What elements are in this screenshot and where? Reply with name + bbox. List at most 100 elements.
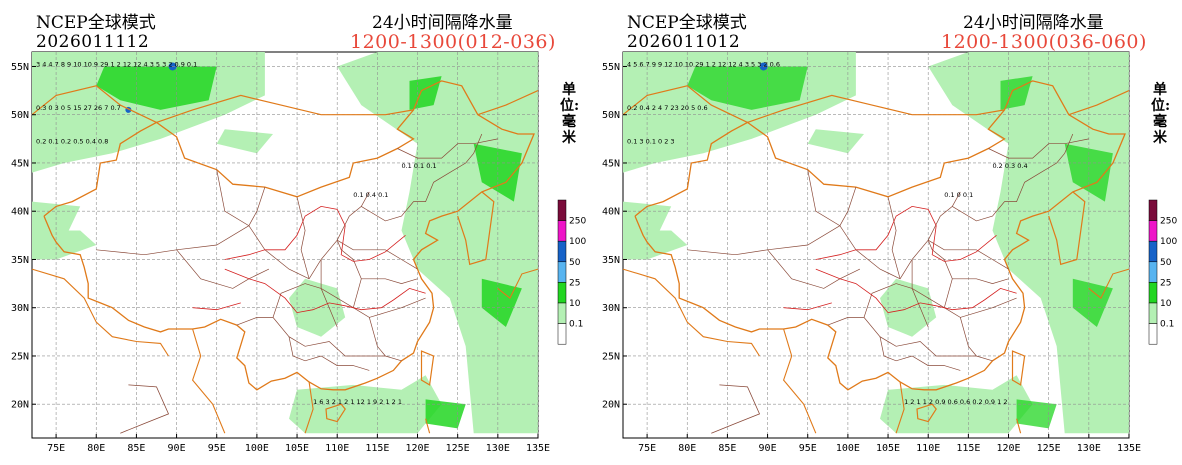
precip-heavy-area xyxy=(481,278,522,327)
lon-tick-label: 80E xyxy=(87,443,105,454)
province-border xyxy=(320,259,338,328)
lat-tick-label: 50N xyxy=(602,110,620,121)
province-border xyxy=(337,239,418,270)
country-border xyxy=(1068,90,1130,116)
forecast-period: 1200-1300(036-060) xyxy=(941,31,1147,53)
precip-value-label: 0.3 0 3 0 5 15 27 26 7 0.7 xyxy=(36,104,121,112)
precip-value-label: 0.1 3 0.1 0 2 3 xyxy=(627,138,675,146)
lon-tick-label: 85E xyxy=(718,443,736,454)
korea-coast xyxy=(1048,191,1086,266)
lon-tick-label: 100E xyxy=(245,443,269,454)
precip-map: 3 4 4 7 8 9 10 10 9 29 1 2 12 12 4 3 5 3… xyxy=(11,51,586,454)
precip-heavy-area xyxy=(1016,399,1057,429)
legend-level: 0.1 xyxy=(1160,320,1174,330)
china-border xyxy=(43,80,535,391)
legend-level: 25 xyxy=(1160,278,1171,288)
lat-tick-label: 55N xyxy=(11,62,29,73)
precip-heavy-area xyxy=(96,66,217,110)
lon-tick-label: 85E xyxy=(127,443,145,454)
lon-tick-label: 125E xyxy=(446,443,470,454)
map-title: 24小时间隔降水量 xyxy=(963,13,1104,33)
province-border xyxy=(368,317,386,357)
forecast-period: 1200-1300(012-036) xyxy=(350,31,556,53)
lat-tick-label: 55N xyxy=(602,62,620,73)
luzon-coast xyxy=(425,418,431,434)
precip-value-label: 0.2 0.4 2 4 7 23 20 5 0.6 xyxy=(627,104,708,112)
lat-tick-label: 20N xyxy=(602,400,620,411)
province-border xyxy=(288,336,370,371)
country-border xyxy=(31,268,169,357)
river-line xyxy=(224,268,426,314)
taiwan-outline xyxy=(420,350,435,386)
lat-tick-label: 25N xyxy=(602,351,620,362)
legend-color xyxy=(1148,199,1158,221)
province-border xyxy=(361,133,483,222)
lon-tick-label: 120E xyxy=(405,443,429,454)
province-border xyxy=(236,317,402,362)
lon-tick-label: 80E xyxy=(678,443,696,454)
precip-heavy-area xyxy=(1072,278,1113,327)
province-border xyxy=(361,278,418,284)
province-border xyxy=(928,239,1009,270)
lon-tick-label: 110E xyxy=(916,443,940,454)
province-border xyxy=(336,240,362,308)
lon-tick-label: 95E xyxy=(799,443,817,454)
legend-level: 10 xyxy=(569,299,581,309)
river-line xyxy=(224,205,406,262)
precip-map: 4 5 6 7 9 9 12 10 10 29 1 2 12 12 4 3 5 … xyxy=(602,51,1177,454)
legend-color xyxy=(557,240,567,263)
country-border xyxy=(747,94,1005,123)
lat-tick-label: 30N xyxy=(11,303,29,314)
lat-tick-label: 45N xyxy=(602,158,620,169)
country-border xyxy=(191,328,226,434)
river-line xyxy=(815,205,997,262)
province-border xyxy=(988,138,1089,159)
lat-tick-label: 40N xyxy=(602,207,620,218)
precip-heavy-area xyxy=(425,399,466,429)
province-border xyxy=(863,283,1017,318)
precip-value-label: 0.1 0.4 0.1 xyxy=(353,191,388,199)
province-border xyxy=(767,249,861,289)
province-border xyxy=(827,317,993,362)
province-border xyxy=(952,278,1009,284)
vietnam-coast xyxy=(895,381,905,434)
lon-tick-label: 95E xyxy=(208,443,226,454)
precip-area xyxy=(807,129,864,154)
legend-color xyxy=(557,282,567,304)
precip-value-label: 0.2 0.1 0.2 0.5 0.4 0.8 xyxy=(36,138,108,146)
lon-tick-label: 130E xyxy=(486,443,510,454)
legend-color xyxy=(1148,302,1158,324)
lat-tick-label: 25N xyxy=(11,351,29,362)
country-border xyxy=(31,85,157,123)
precip-value-label: 0.1 0.1 0.1 xyxy=(401,162,436,170)
province-border xyxy=(839,186,857,226)
legend-color xyxy=(1148,240,1158,263)
lat-tick-label: 20N xyxy=(11,400,29,411)
legend-color xyxy=(557,261,567,283)
lat-tick-label: 50N xyxy=(11,110,29,121)
japan-coast xyxy=(497,268,539,299)
lon-tick-label: 75E xyxy=(47,443,65,454)
river-line xyxy=(192,302,241,311)
province-border xyxy=(887,196,901,279)
legend-color xyxy=(557,199,567,221)
province-border xyxy=(879,336,961,371)
lon-tick-label: 115E xyxy=(365,443,389,454)
legend-level: 250 xyxy=(569,217,586,227)
country-border xyxy=(477,90,539,116)
province-border xyxy=(687,225,841,256)
lon-tick-label: 90E xyxy=(168,443,186,454)
province-border xyxy=(952,133,1074,222)
precip-value-label: 0.2 0.3 0.4 xyxy=(992,162,1027,170)
unit-label: 单位: 毫米 xyxy=(560,82,580,146)
lon-tick-label: 90E xyxy=(759,443,777,454)
country-border xyxy=(156,94,414,123)
legend-level: 100 xyxy=(569,237,586,247)
river-line xyxy=(783,302,832,311)
lon-tick-label: 110E xyxy=(325,443,349,454)
precip-area xyxy=(32,230,97,260)
legend-color xyxy=(1148,323,1158,345)
legend-color xyxy=(557,302,567,324)
country-border xyxy=(711,384,761,434)
province-border xyxy=(927,240,953,308)
